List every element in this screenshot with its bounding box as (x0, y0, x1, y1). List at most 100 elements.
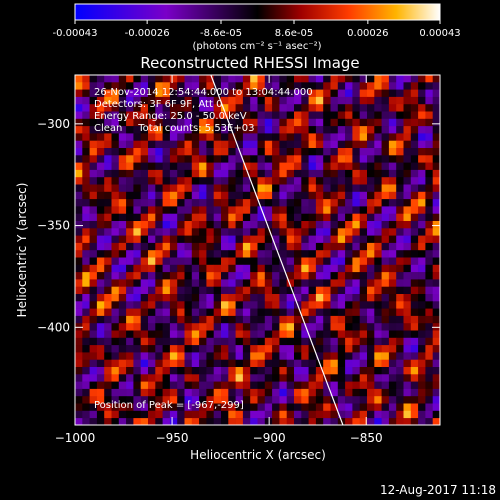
heatmap-cell (89, 89, 98, 98)
heatmap-cell (206, 118, 214, 127)
heatmap-cell (286, 213, 295, 222)
heatmap-cell (315, 75, 324, 83)
heatmap-cell (104, 75, 112, 83)
heatmap-cell (345, 82, 353, 90)
heatmap-cell (191, 169, 200, 178)
heatmap-cell (272, 228, 280, 236)
heatmap-cell (82, 111, 90, 120)
heatmap-cell (242, 352, 251, 360)
heatmap-cell (410, 381, 419, 390)
heatmap-cell (403, 111, 412, 120)
heatmap-cell (272, 279, 280, 287)
heatmap-cell (279, 337, 287, 346)
heatmap-cell (184, 191, 193, 200)
heatmap-cell (75, 403, 83, 412)
heatmap-cell (323, 75, 331, 83)
heatmap-cell (82, 82, 90, 90)
heatmap-cell (199, 104, 207, 112)
heatmap-cell (191, 315, 200, 324)
heatmap-cell (315, 279, 324, 287)
heatmap-cell (82, 367, 90, 375)
heatmap-cell (250, 199, 258, 207)
heatmap-cell (169, 221, 178, 229)
heatmap-cell (294, 96, 302, 105)
heatmap-cell (315, 301, 324, 309)
heatmap-cell (228, 75, 236, 83)
heatmap-cell (432, 345, 440, 353)
heatmap-cell (330, 374, 339, 382)
heatmap-cell (301, 345, 309, 353)
heatmap-cell (432, 221, 440, 229)
heatmap-cell (162, 82, 171, 90)
heatmap-cell (199, 403, 207, 412)
heatmap-cell (104, 367, 112, 375)
heatmap-cell (75, 279, 83, 287)
heatmap-cell (96, 294, 105, 302)
heatmap-cell (169, 206, 178, 214)
heatmap-cell (308, 221, 317, 229)
heatmap-cell (301, 337, 309, 346)
heatmap-cell (162, 388, 171, 397)
heatmap-cell (250, 337, 258, 346)
heatmap-cell (118, 286, 127, 295)
heatmap-cell (235, 191, 244, 200)
heatmap-cell (96, 330, 105, 339)
heatmap-cell (301, 82, 309, 90)
heatmap-cell (250, 359, 258, 368)
heatmap-cell (315, 410, 324, 419)
heatmap-cell (279, 235, 287, 244)
heatmap-cell (199, 308, 207, 317)
heatmap-cell (418, 272, 426, 280)
heatmap-cell (82, 257, 90, 266)
heatmap-cell (294, 242, 302, 251)
heatmap-cell (425, 359, 433, 368)
heatmap-cell (374, 133, 382, 141)
heatmap-cell (221, 359, 229, 368)
heatmap-cell (148, 228, 156, 236)
heatmap-cell (272, 126, 280, 134)
heatmap-cell (199, 352, 207, 360)
heatmap-cell (191, 418, 200, 425)
heatmap-cell (111, 213, 120, 222)
heatmap-cell (250, 118, 258, 127)
heatmap-cell (177, 228, 185, 236)
heatmap-cell (418, 418, 426, 425)
heatmap-cell (381, 82, 390, 90)
heatmap-cell (286, 133, 295, 141)
heatmap-cell (367, 118, 375, 127)
heatmap-cell (177, 388, 185, 397)
heatmap-cell (228, 264, 236, 273)
heatmap-cell (264, 410, 273, 419)
heatmap-cell (257, 396, 266, 404)
heatmap-cell (367, 308, 375, 317)
heatmap-cell (148, 367, 156, 375)
heatmap-cell (89, 162, 98, 171)
heatmap-cell (374, 126, 382, 134)
heatmap-cell (403, 308, 412, 317)
heatmap-cell (315, 257, 324, 266)
heatmap-cell (367, 403, 375, 412)
heatmap-cell (286, 257, 295, 266)
heatmap-cell (294, 418, 302, 425)
heatmap-cell (111, 286, 120, 295)
heatmap-cell (264, 206, 273, 214)
heatmap-cell (279, 418, 287, 425)
heatmap-cell (89, 118, 98, 127)
heatmap-cell (89, 410, 98, 419)
heatmap-cell (148, 177, 156, 185)
heatmap-cell (345, 177, 353, 185)
heatmap-cell (345, 308, 353, 317)
heatmap-cell (235, 169, 244, 178)
heatmap-cell (169, 133, 178, 141)
heatmap-cell (323, 242, 331, 251)
heatmap-cell (104, 272, 112, 280)
heatmap-cell (111, 148, 120, 156)
heatmap-cell (104, 177, 112, 185)
heatmap-cell (367, 162, 375, 171)
heatmap-cell (374, 75, 382, 83)
heatmap-cell (359, 162, 368, 171)
heatmap-cell (323, 140, 331, 149)
heatmap-cell (126, 345, 134, 353)
heatmap-cell (286, 96, 295, 105)
heatmap-cell (75, 228, 83, 236)
